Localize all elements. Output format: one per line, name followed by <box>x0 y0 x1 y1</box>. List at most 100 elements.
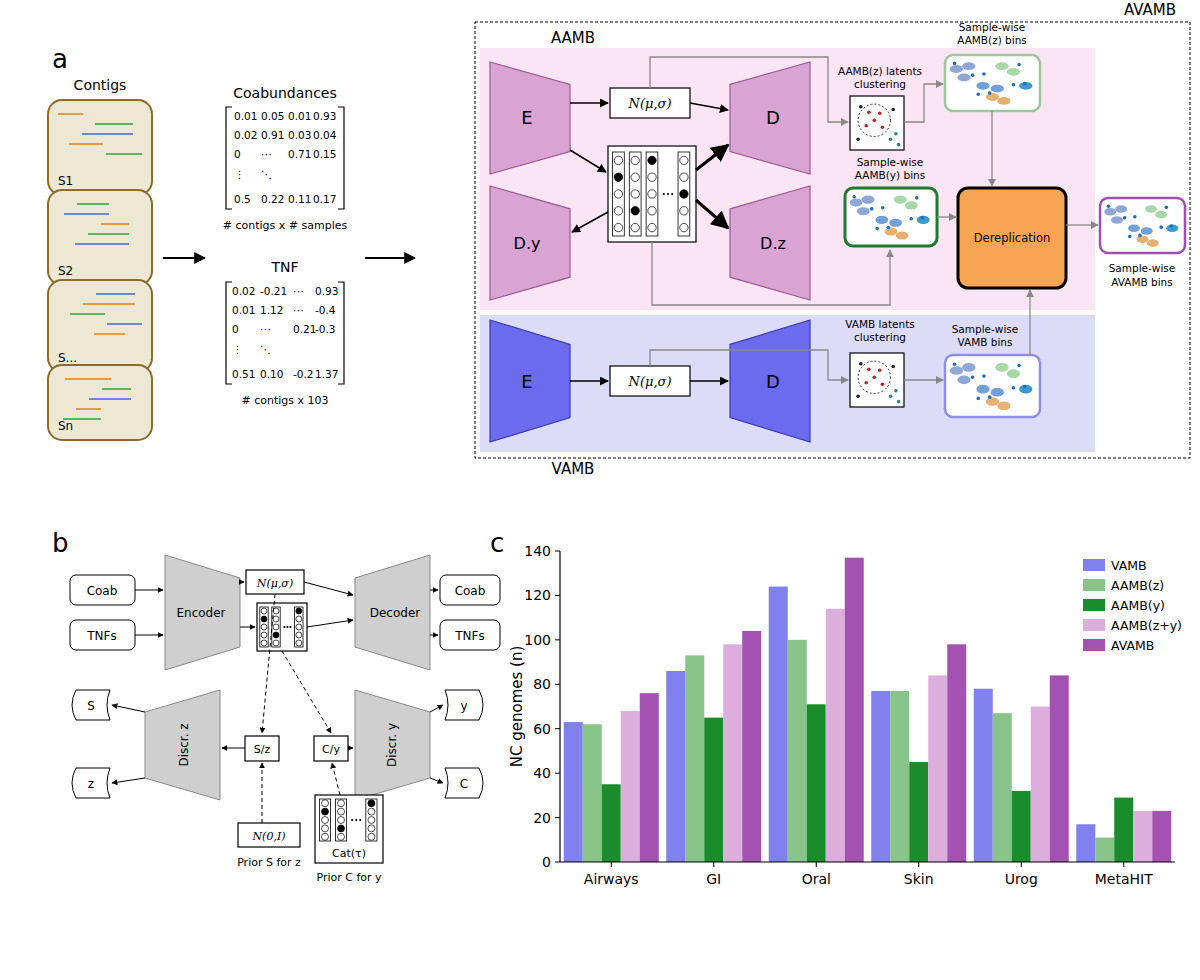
contig <box>70 313 105 315</box>
contig <box>77 203 109 205</box>
legend-label: AAMB(z+y) <box>1111 618 1182 633</box>
legend-label: AAMB(y) <box>1111 598 1165 613</box>
label: 0.93 <box>315 285 338 297</box>
label: E <box>521 371 532 392</box>
bin-blob <box>857 207 870 215</box>
x-tick-label: GI <box>706 871 721 887</box>
bin-blob <box>1155 211 1167 219</box>
latent-point <box>873 119 877 123</box>
bins-box <box>945 55 1040 111</box>
latent-point <box>894 389 898 393</box>
bin-blob <box>995 363 1008 372</box>
decoder <box>730 320 810 442</box>
decoder-z <box>730 186 810 300</box>
avamb-frame <box>475 22 1190 458</box>
label: AAMB(z) bins <box>957 34 1027 46</box>
bar <box>742 631 761 862</box>
bin-blob <box>1166 224 1178 232</box>
bar <box>1031 707 1050 863</box>
x-tick-label: Airways <box>584 871 639 887</box>
category-cell <box>614 190 622 198</box>
label: b <box>52 528 69 558</box>
bar <box>602 784 621 862</box>
label: Cat(τ) <box>332 847 366 860</box>
arrow <box>163 257 205 259</box>
arrow <box>690 103 728 110</box>
y-tick-label: 60 <box>533 721 551 737</box>
bin-blob <box>1007 369 1020 378</box>
bar <box>704 718 723 862</box>
bin-dot <box>886 226 890 230</box>
y-tick <box>555 639 560 640</box>
bin-blob <box>957 375 970 384</box>
x-tick <box>1123 862 1124 867</box>
arrow <box>650 350 848 380</box>
contig <box>58 113 83 115</box>
bar <box>1050 675 1069 862</box>
label: clustering <box>854 331 906 343</box>
bin-dot <box>1170 224 1174 228</box>
bin-dot <box>909 217 913 221</box>
panel-label: c <box>490 528 504 558</box>
label: S2 <box>58 264 73 278</box>
y-tick <box>555 551 560 552</box>
arrow <box>332 763 340 795</box>
bin-dot <box>1165 206 1169 210</box>
label: ⋱ <box>260 343 271 355</box>
category-cell <box>648 173 656 181</box>
latent-point <box>859 362 863 366</box>
bar <box>1133 811 1152 862</box>
category-cell <box>338 808 345 815</box>
label: clustering <box>854 78 906 90</box>
bar <box>666 671 685 862</box>
label: ⋯ <box>293 285 304 297</box>
arrow <box>135 635 163 636</box>
bar <box>788 640 807 862</box>
category-cell <box>631 156 639 164</box>
x-tick <box>611 862 612 867</box>
arrow <box>570 380 608 382</box>
label: 0.01 <box>234 110 257 122</box>
label: -0.4 <box>315 304 336 316</box>
category-cell <box>261 632 267 638</box>
label: N(μ,σ) <box>628 96 672 111</box>
label: N(μ,σ) <box>256 577 293 590</box>
latent-point <box>878 368 882 372</box>
category-cell <box>296 640 302 646</box>
arrow <box>904 84 943 122</box>
bin-dot <box>1128 235 1132 239</box>
latent-point <box>889 394 893 398</box>
label: ⋮ <box>234 168 245 180</box>
category-column <box>366 799 377 841</box>
bin-blob <box>950 366 963 375</box>
bin-dot <box>982 72 986 76</box>
latent-point <box>891 108 895 112</box>
clustering-icon <box>850 353 904 407</box>
latent-point <box>878 111 882 115</box>
arrow <box>650 57 848 122</box>
decoder-y <box>490 186 570 300</box>
bar <box>1114 798 1133 862</box>
box <box>440 620 500 650</box>
category-cell <box>631 173 639 181</box>
label: Sample-wise <box>857 156 924 168</box>
latent-point <box>891 365 895 369</box>
contig <box>82 133 133 135</box>
category-cell <box>680 156 688 164</box>
label: N(μ,σ) <box>628 374 672 389</box>
label: Coab <box>455 584 486 598</box>
sample-box <box>48 100 152 195</box>
label: 0.5 <box>234 193 251 205</box>
bar <box>947 644 966 862</box>
bin-blob <box>986 397 999 406</box>
label: z <box>88 777 94 791</box>
bin-dot <box>953 363 957 367</box>
y-axis <box>559 551 560 862</box>
bar <box>1152 811 1171 862</box>
y-tick <box>555 684 560 685</box>
label: 0.71 <box>288 148 311 160</box>
latent-point <box>867 110 871 114</box>
label: Contigs <box>74 77 127 93</box>
arrow <box>135 590 163 591</box>
box <box>314 736 348 761</box>
